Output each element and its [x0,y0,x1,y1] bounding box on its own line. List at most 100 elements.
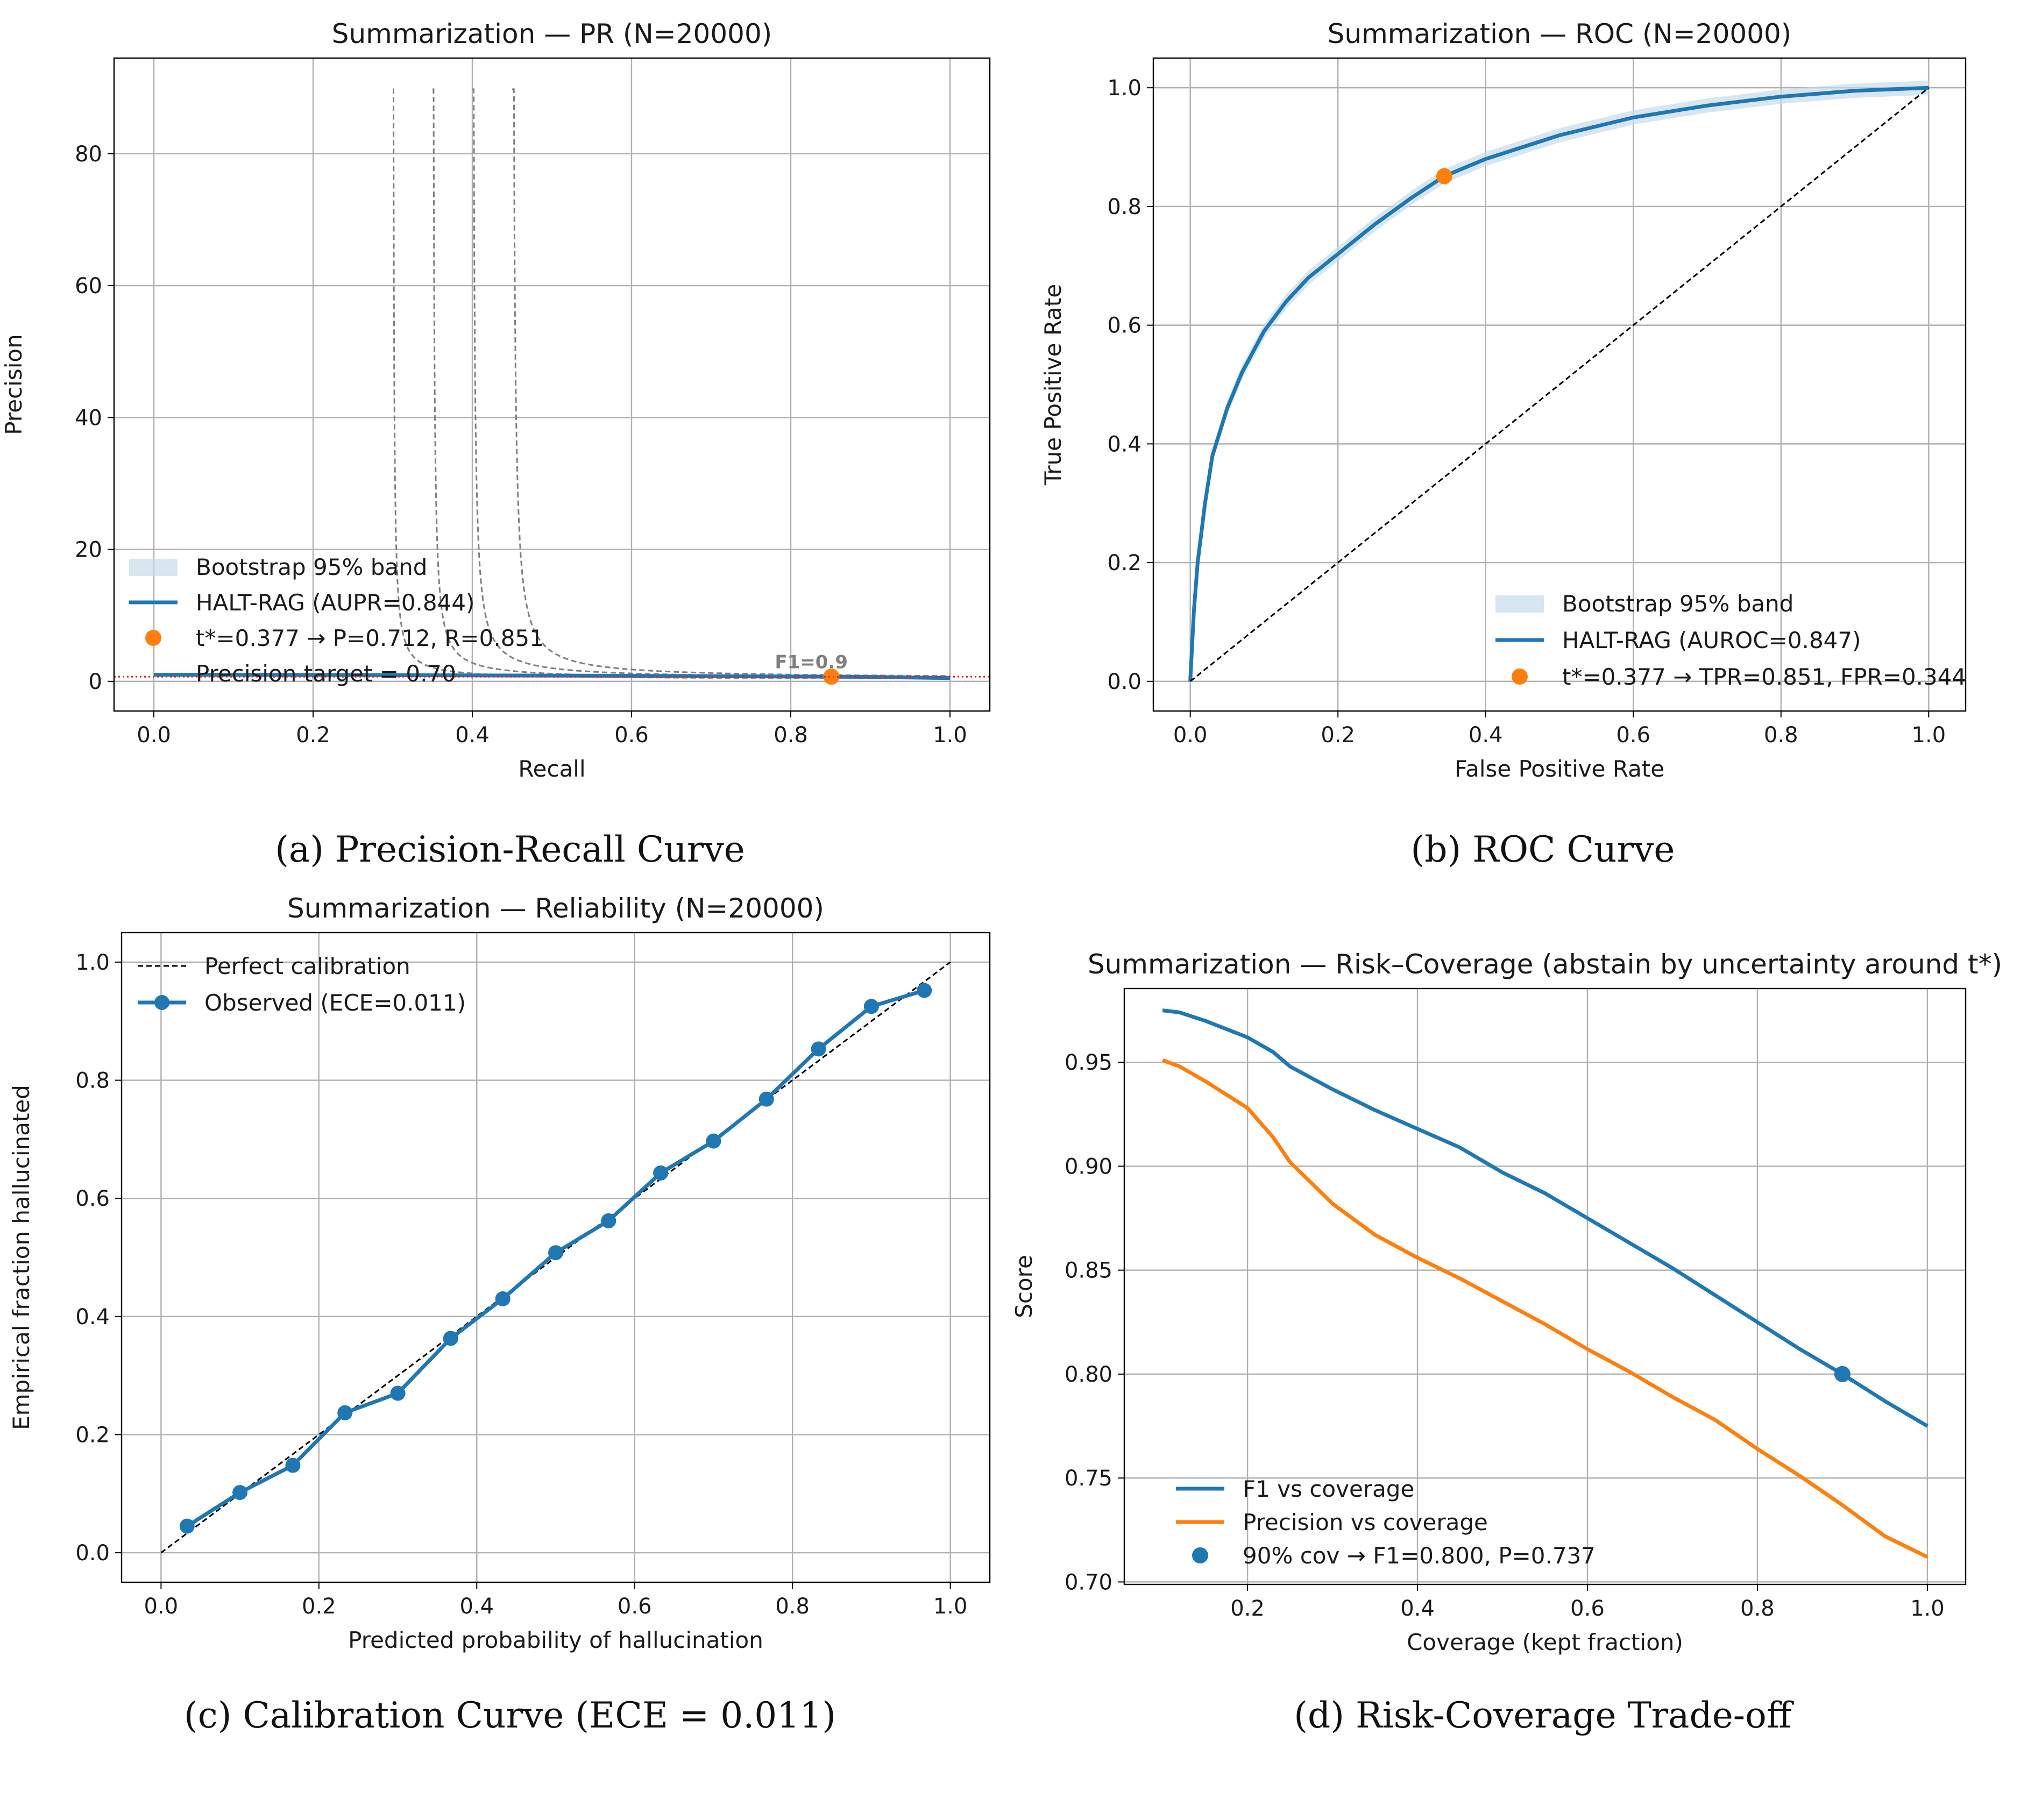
y-tick-label: 0.70 [1065,1570,1112,1595]
x-tick-label: 0.0 [137,723,171,748]
legend: Bootstrap 95% band HALT-RAG (AUPR=0.844) t… [129,554,544,687]
x-axis-label: False Positive Rate [1455,756,1664,782]
axes-frame [1152,57,1967,712]
legend: Bootstrap 95% band HALT-RAG (AUROC=0.847)… [1495,591,1966,690]
x-tick-label: 0.8 [775,1594,810,1619]
y-axis-label: True Positive Rate [1040,284,1066,486]
legend-label: t*=0.377 → P=0.712, R=0.851 [196,625,544,651]
axes-frame [120,932,991,1583]
x-tick-label: 0.4 [1469,723,1503,748]
legend-label: Observed (ECE=0.011) [204,990,466,1016]
series-marker [285,1458,301,1473]
y-tick-label: 60 [75,274,102,298]
operating-point-marker [823,669,840,685]
legend-label: Bootstrap 95% band [1562,591,1793,617]
legend-label: F1 vs coverage [1243,1476,1414,1502]
y-tick-label: 0.6 [75,1186,110,1211]
x-tick-label: 0.6 [618,1594,652,1619]
operating-point-marker [1834,1366,1850,1382]
x-tick-label: 0.2 [1230,1596,1265,1621]
series-marker [917,983,932,998]
series-marker [179,1518,195,1534]
y-tick-label: 0.4 [75,1305,110,1330]
y-tick-label: 0.2 [1107,551,1141,575]
x-axis-label: Predicted probability of hallucination [348,1627,763,1653]
legend: Perfect calibration Observed (ECE=0.011) [138,953,466,1016]
x-tick-label: 0.4 [459,1594,494,1619]
y-tick-label: 1.0 [75,950,110,975]
series-marker [811,1041,826,1057]
series-marker [443,1331,458,1346]
series-line-0 [1162,1008,1928,1428]
x-tick-label: 0.0 [1173,723,1208,748]
y-tick-label: 0 [89,670,102,694]
legend-swatch-band [129,559,178,576]
y-tick-label: 0.8 [75,1069,110,1093]
y-tick-label: 0.2 [75,1423,110,1447]
y-axis-label: Precision [1,334,27,435]
y-tick-label: 80 [75,142,102,167]
x-axis-label: Coverage (kept fraction) [1407,1629,1683,1655]
legend: F1 vs coverage Precision vs coverage 90% c… [1176,1476,1596,1569]
caption-d: (d) Risk-Coverage Trade-off [1294,1695,1794,1736]
axes-frame [113,57,991,712]
x-tick-label: 0.4 [455,723,490,748]
plot-area [1188,80,1930,689]
x-axis-label: Recall [518,756,585,782]
series-marker [706,1133,721,1149]
x-tick-label: 1.0 [1912,723,1946,748]
x-tick-label: 0.2 [296,723,330,748]
legend-swatch-band [1495,595,1544,613]
y-tick-label: 0.75 [1065,1466,1112,1491]
panel-risk-coverage: 0.2 0.4 0.6 0.8 1.0 0.70 0.75 0.80 0.85 0.90 0.95 S… [1011,949,2002,1655]
x-tick-label: 0.2 [302,1594,336,1619]
panel-pr-curve: 0.0 0.2 0.4 0.6 0.8 1.0 0 20 40 60 80 Summarization… [1,18,991,782]
y-axis-label: Empirical fraction hallucinated [8,1085,34,1430]
operating-point-marker [1436,168,1452,184]
caption-b: (b) ROC Curve [1411,829,1675,870]
y-tick-label: 0.0 [1107,670,1141,694]
x-tick-label: 0.2 [1321,723,1355,748]
chart-title: Summarization — Risk–Coverage (abstain b… [1088,949,2002,980]
series-marker [232,1485,248,1501]
legend-label: t*=0.377 → TPR=0.851, FPR=0.344 [1562,664,1966,690]
legend-label: HALT-RAG (AUROC=0.847) [1562,627,1861,653]
legend-swatch-dot [1512,669,1528,685]
legend-label: Bootstrap 95% band [196,554,427,580]
x-tick-label: 1.0 [1910,1596,1945,1621]
legend-label: Precision vs coverage [1243,1509,1488,1535]
y-tick-label: 0.4 [1107,432,1141,457]
legend-label: 90% cov → F1=0.800, P=0.737 [1243,1542,1596,1569]
series-marker [548,1245,563,1261]
x-tick-label: 1.0 [933,723,967,748]
chart-title: Summarization — ROC (N=20000) [1328,18,1792,49]
iso-f1-label: F1=0.9 [775,651,848,673]
series-marker [653,1165,669,1181]
series-line-0 [1188,86,1929,681]
chart-title: Summarization — PR (N=20000) [332,18,772,49]
x-tick-label: 0.8 [1740,1596,1775,1621]
axes-frame [1123,987,1967,1586]
y-tick-label: 0.80 [1065,1362,1112,1387]
y-tick-label: 0.95 [1065,1050,1112,1075]
x-tick-label: 0.6 [614,723,649,748]
x-tick-label: 0.0 [144,1594,179,1619]
y-tick-label: 40 [75,406,102,430]
panel-calibration-curve: 0.0 0.2 0.4 0.6 0.8 1.0 0.0 0.2 0.4 0.6 0.8 1.0 Summ… [8,893,991,1653]
x-tick-label: 1.0 [933,1594,968,1619]
series-marker [758,1091,774,1107]
y-tick-label: 0.90 [1065,1154,1112,1179]
y-tick-label: 0.0 [75,1541,110,1566]
caption-c: (c) Calibration Curve (ECE = 0.011) [184,1695,836,1736]
diagonal-reference-line [1189,87,1930,682]
x-tick-label: 0.6 [1616,723,1650,748]
y-tick-label: 20 [75,538,102,563]
x-tick-label: 0.8 [774,723,808,748]
plot-area [160,961,951,1554]
series-marker [495,1291,510,1306]
series-marker [337,1405,353,1420]
legend-swatch-dot [1192,1547,1208,1563]
x-tick-label: 0.4 [1400,1596,1435,1621]
plot-area [1161,1008,1928,1559]
